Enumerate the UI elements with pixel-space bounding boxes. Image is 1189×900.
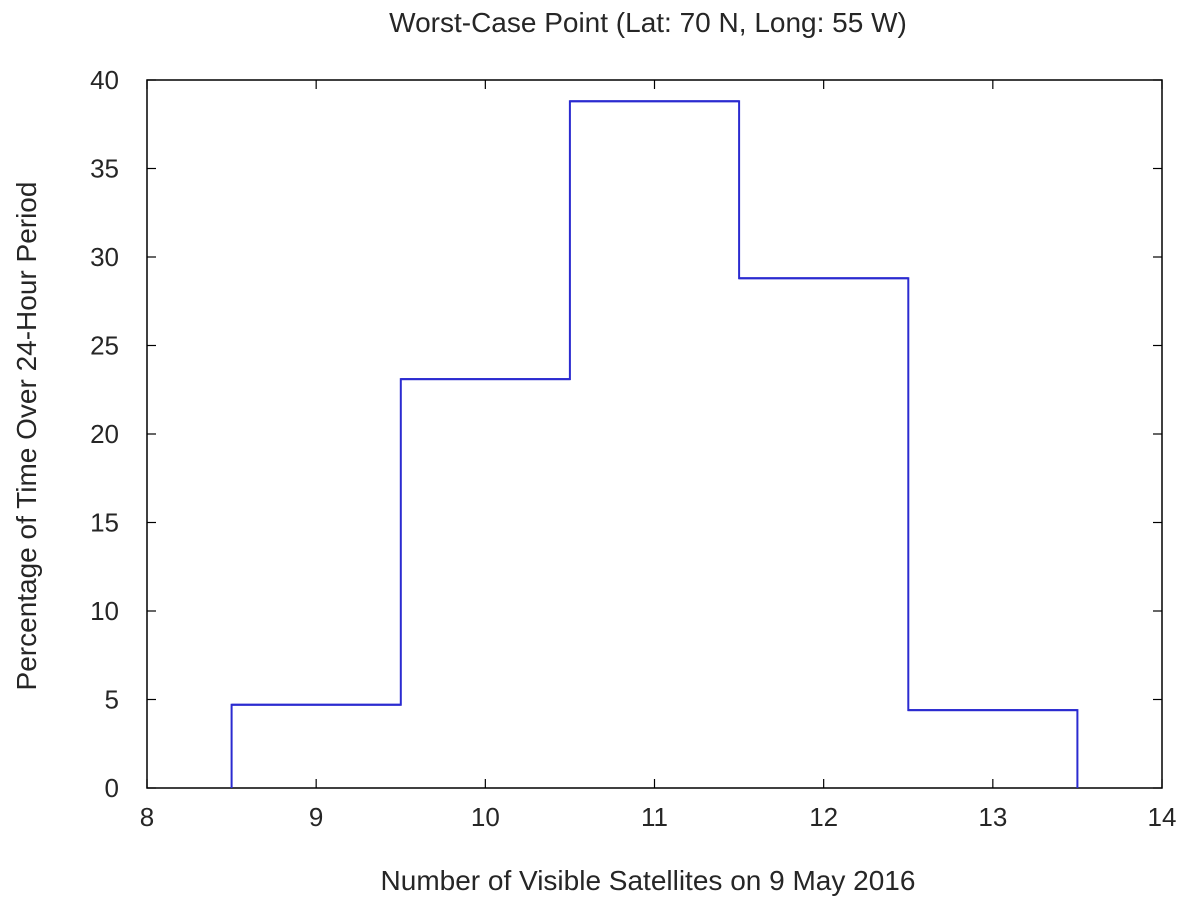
y-tick-label: 0 [105,773,119,803]
y-tick-label: 10 [90,596,119,626]
chart-title: Worst-Case Point (Lat: 70 N, Long: 55 W) [389,7,907,38]
x-tick-label: 12 [809,802,838,832]
y-tick-label: 20 [90,419,119,449]
y-tick-label: 30 [90,242,119,272]
plot-area [146,79,1163,789]
x-axis-label: Number of Visible Satellites on 9 May 20… [381,865,916,896]
data-series [230,100,1079,788]
y-axis-label: Percentage of Time Over 24-Hour Period [11,182,42,691]
y-tick-label: 15 [90,508,119,538]
x-tick-label: 8 [140,802,154,832]
histogram-step-line [230,100,1079,788]
plot-border [146,79,1163,789]
y-tick-label: 40 [90,65,119,95]
y-tick-label: 35 [90,154,119,184]
x-tick-label: 14 [1148,802,1177,832]
y-tick-label: 5 [105,685,119,715]
y-tick-label: 25 [90,331,119,361]
x-tick-label: 9 [309,802,323,832]
x-tick-label: 10 [471,802,500,832]
x-tick-label: 13 [978,802,1007,832]
x-tick-label: 11 [641,802,668,832]
axis-ticks: 8 9 10 11 12 13 14 0 5 10 15 20 25 30 35 40 [90,65,1176,832]
